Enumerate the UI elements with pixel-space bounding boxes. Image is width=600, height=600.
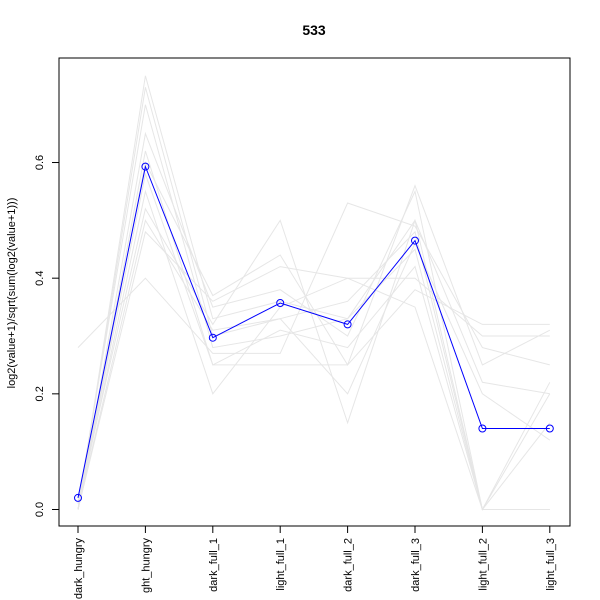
- background-series-line: [77, 104, 551, 511]
- highlight-point: [478, 424, 487, 433]
- background-series-line: [77, 230, 550, 510]
- y-tick-label: 0.6: [34, 155, 46, 170]
- x-tick-label: light_full_2: [477, 538, 489, 591]
- background-series-line: [77, 87, 551, 511]
- y-tick-label: 0.4: [34, 271, 46, 286]
- background-series-group: [77, 75, 551, 511]
- highlight-point: [545, 424, 554, 433]
- x-tick-label: light_full_1: [275, 538, 287, 591]
- highlight-point: [74, 493, 82, 502]
- plot-frame: [58, 57, 571, 527]
- background-series-line: [77, 131, 550, 510]
- x-tick-label: dark_full_2: [343, 538, 355, 592]
- x-tick-label: dark_full_3: [410, 538, 422, 592]
- x-tick-label: ght_hungry: [140, 538, 152, 594]
- x-tick-label: dark_hungry: [73, 538, 85, 600]
- highlight-point: [141, 162, 150, 171]
- chart-title: 533: [302, 22, 326, 38]
- highlight-point: [411, 236, 419, 245]
- x-tick-label: dark_full_1: [208, 538, 220, 592]
- y-axis-label: log2(value+1)/sqrt(sum(log2(value+1))): [6, 198, 18, 389]
- background-series-line: [77, 189, 550, 510]
- highlight-series-line: [77, 164, 550, 498]
- background-series-line: [77, 219, 551, 510]
- background-series-line: [77, 172, 550, 510]
- axes-group: 0.0 0.2 0.4 0.6 dark_hungry ght_hungry dark_fu…: [34, 155, 557, 599]
- highlight-series-group: [74, 162, 554, 502]
- y-tick-label: 0.2: [34, 386, 46, 401]
- background-series-line: [77, 202, 550, 366]
- background-series-line: [77, 207, 550, 504]
- background-series-line: [77, 150, 551, 511]
- x-tick-label: light_full_3: [545, 538, 557, 591]
- highlight-point: [208, 333, 217, 342]
- highlight-point: [343, 320, 352, 329]
- highlight-point: [276, 299, 285, 307]
- y-tick-label: 0.0: [34, 502, 46, 517]
- background-series-line: [77, 160, 551, 510]
